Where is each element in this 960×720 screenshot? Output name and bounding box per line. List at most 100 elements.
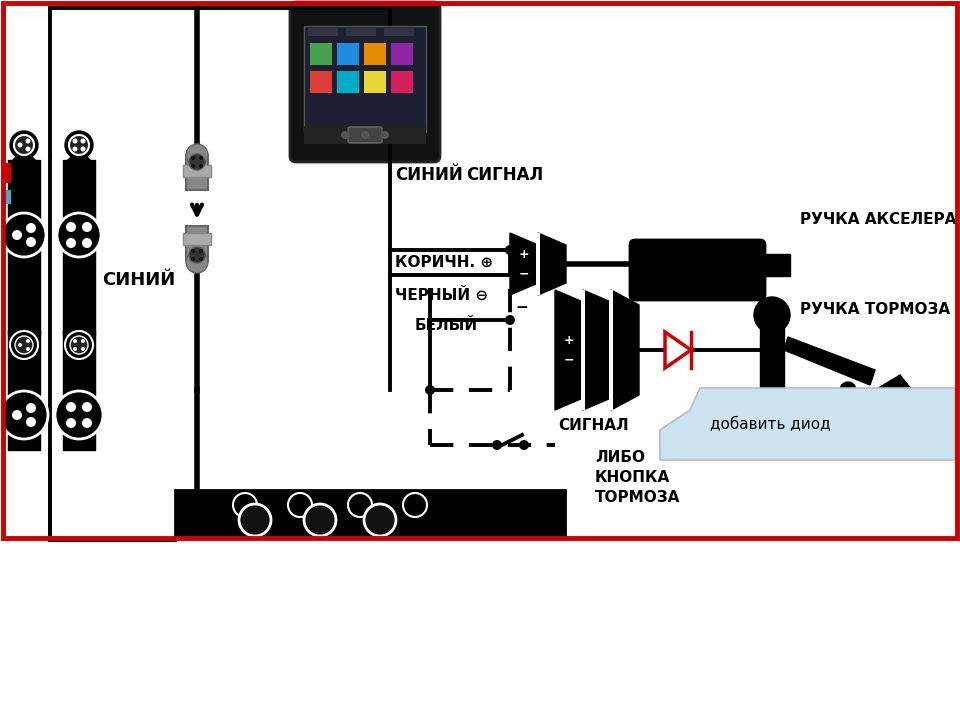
Circle shape bbox=[55, 391, 103, 439]
Bar bbox=[364, 71, 386, 93]
Circle shape bbox=[73, 138, 78, 143]
Bar bbox=[304, 126, 426, 144]
Circle shape bbox=[519, 440, 529, 450]
Text: −: − bbox=[515, 300, 528, 315]
Text: ЧЕРНЫЙ ⊖: ЧЕРНЫЙ ⊖ bbox=[395, 288, 488, 303]
Circle shape bbox=[381, 131, 389, 139]
Bar bbox=[760, 254, 790, 276]
Text: ЛИБО: ЛИБО bbox=[595, 450, 645, 465]
Bar bbox=[63, 330, 95, 450]
Circle shape bbox=[838, 380, 858, 400]
Bar bbox=[337, 43, 359, 65]
Circle shape bbox=[361, 131, 369, 139]
Circle shape bbox=[341, 131, 349, 139]
Bar bbox=[581, 290, 585, 410]
Bar bbox=[304, 26, 426, 132]
Polygon shape bbox=[875, 375, 940, 430]
Circle shape bbox=[81, 339, 85, 343]
Text: КОРИЧН. ⊕: КОРИЧН. ⊕ bbox=[395, 255, 493, 270]
FancyBboxPatch shape bbox=[290, 2, 440, 162]
Circle shape bbox=[26, 403, 36, 413]
Circle shape bbox=[26, 237, 36, 247]
Circle shape bbox=[66, 418, 76, 428]
Circle shape bbox=[12, 230, 22, 240]
Circle shape bbox=[199, 249, 203, 253]
Circle shape bbox=[82, 238, 92, 248]
Circle shape bbox=[199, 156, 203, 160]
Text: +: + bbox=[518, 248, 529, 261]
Circle shape bbox=[17, 143, 22, 148]
Circle shape bbox=[199, 257, 203, 261]
Circle shape bbox=[12, 410, 22, 420]
Circle shape bbox=[191, 249, 195, 253]
Circle shape bbox=[364, 504, 396, 536]
Bar bbox=[310, 43, 332, 65]
Bar bbox=[364, 43, 386, 65]
Circle shape bbox=[233, 493, 257, 517]
Circle shape bbox=[754, 297, 790, 333]
Circle shape bbox=[18, 343, 22, 347]
Circle shape bbox=[189, 247, 205, 263]
Circle shape bbox=[288, 493, 312, 517]
Bar bbox=[8, 160, 40, 335]
Polygon shape bbox=[660, 388, 955, 460]
Polygon shape bbox=[784, 337, 875, 385]
Circle shape bbox=[73, 146, 78, 151]
Polygon shape bbox=[665, 332, 691, 368]
Circle shape bbox=[73, 347, 77, 351]
Text: СИНИЙ: СИНИЙ bbox=[395, 166, 463, 184]
Bar bbox=[609, 290, 613, 410]
Circle shape bbox=[26, 146, 31, 151]
Text: ТОРМОЗА: ТОРМОЗА bbox=[595, 490, 681, 505]
Circle shape bbox=[191, 164, 195, 168]
Circle shape bbox=[26, 417, 36, 427]
Bar bbox=[391, 43, 413, 65]
Circle shape bbox=[304, 504, 336, 536]
Bar bbox=[5, 190, 11, 204]
Bar bbox=[310, 71, 332, 93]
Text: +: + bbox=[515, 271, 527, 285]
Circle shape bbox=[66, 222, 76, 232]
Text: добавить диод: добавить диод bbox=[710, 416, 830, 431]
Circle shape bbox=[403, 493, 427, 517]
Bar bbox=[186, 155, 208, 190]
Bar bbox=[337, 71, 359, 93]
Circle shape bbox=[10, 131, 38, 159]
Polygon shape bbox=[555, 290, 583, 410]
Circle shape bbox=[425, 385, 435, 395]
Circle shape bbox=[199, 164, 203, 168]
Circle shape bbox=[66, 402, 76, 412]
Bar bbox=[760, 315, 784, 405]
Circle shape bbox=[10, 331, 38, 359]
Circle shape bbox=[26, 347, 30, 351]
Circle shape bbox=[26, 223, 36, 233]
Polygon shape bbox=[12, 148, 36, 160]
Circle shape bbox=[26, 138, 31, 143]
Polygon shape bbox=[510, 233, 538, 295]
Circle shape bbox=[82, 418, 92, 428]
Circle shape bbox=[81, 138, 85, 143]
Circle shape bbox=[70, 336, 88, 354]
Bar bbox=[183, 165, 211, 177]
Text: −: − bbox=[564, 354, 574, 366]
Text: РУЧКА АКСЕЛЕРАТОРА: РУЧКА АКСЕЛЕРАТОРА bbox=[800, 212, 960, 228]
Bar bbox=[391, 71, 413, 93]
Circle shape bbox=[81, 347, 85, 351]
Circle shape bbox=[66, 238, 76, 248]
Bar bbox=[186, 226, 208, 261]
Circle shape bbox=[2, 213, 46, 257]
FancyBboxPatch shape bbox=[348, 127, 382, 143]
Bar bbox=[308, 28, 338, 36]
Bar bbox=[536, 233, 540, 295]
Polygon shape bbox=[67, 148, 91, 160]
Circle shape bbox=[191, 257, 195, 261]
Bar bbox=[175, 490, 565, 538]
Circle shape bbox=[505, 245, 515, 255]
Text: СИГНАЛ: СИГНАЛ bbox=[558, 418, 629, 433]
Circle shape bbox=[239, 504, 271, 536]
FancyBboxPatch shape bbox=[630, 240, 765, 300]
Text: СИНИЙ: СИНИЙ bbox=[102, 271, 176, 289]
Circle shape bbox=[82, 402, 92, 412]
Bar bbox=[384, 28, 414, 36]
Bar bbox=[63, 160, 95, 335]
